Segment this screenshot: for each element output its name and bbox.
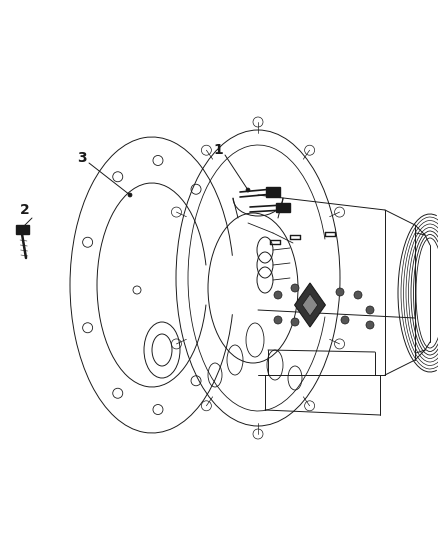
- Circle shape: [336, 288, 344, 296]
- Text: 3: 3: [77, 151, 87, 165]
- Circle shape: [20, 226, 24, 230]
- Circle shape: [341, 316, 349, 324]
- Circle shape: [246, 188, 250, 192]
- Text: 1: 1: [213, 143, 223, 157]
- Bar: [266, 187, 280, 197]
- Polygon shape: [295, 283, 325, 327]
- Circle shape: [366, 321, 374, 329]
- Text: 2: 2: [20, 203, 30, 217]
- Circle shape: [291, 318, 299, 326]
- Circle shape: [274, 291, 282, 299]
- Bar: [276, 203, 290, 212]
- Circle shape: [366, 306, 374, 314]
- Circle shape: [291, 284, 299, 292]
- Bar: [16, 225, 29, 234]
- Circle shape: [274, 316, 282, 324]
- Circle shape: [354, 291, 362, 299]
- Polygon shape: [302, 294, 318, 316]
- Circle shape: [128, 193, 132, 197]
